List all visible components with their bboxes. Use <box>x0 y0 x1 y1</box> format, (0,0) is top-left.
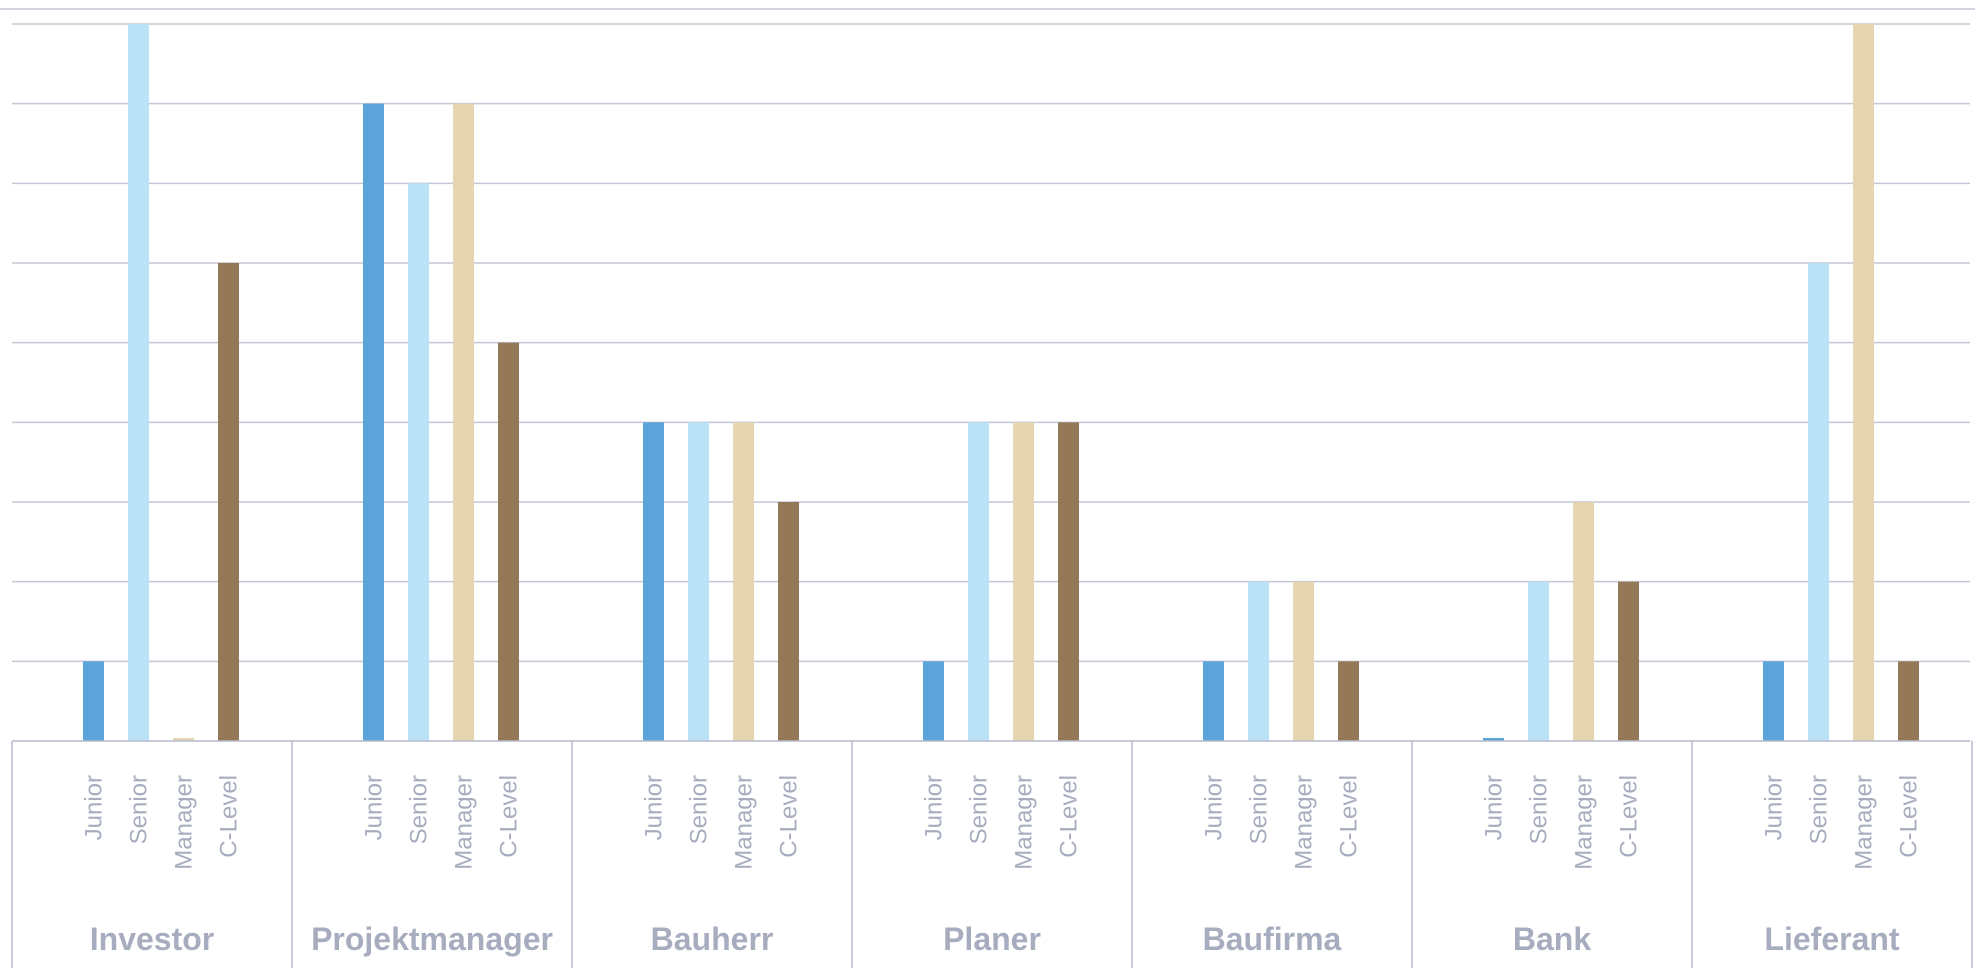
tick-label-planer-senior: Senior <box>966 775 993 844</box>
bar-baufirma-manager <box>1293 581 1314 741</box>
bar-planer-senior <box>968 422 989 741</box>
bar-bauherr-junior <box>643 422 664 741</box>
group-label-bank: Bank <box>1513 921 1591 957</box>
tick-label-bank-c-level: C-Level <box>1616 775 1643 858</box>
tick-label-lieferant-senior: Senior <box>1806 775 1833 844</box>
tick-label-planer-manager: Manager <box>1011 775 1038 870</box>
group-label-investor: Investor <box>90 921 214 957</box>
bar-bank-junior <box>1483 738 1504 741</box>
tick-label-investor-c-level: C-Level <box>216 775 243 858</box>
group-label-lieferant: Lieferant <box>1764 921 1899 957</box>
group-label-planer: Planer <box>943 921 1041 957</box>
tick-label-bauherr-junior: Junior <box>641 775 668 840</box>
tick-label-bauherr-c-level: C-Level <box>776 775 803 858</box>
tick-label-baufirma-junior: Junior <box>1201 775 1228 840</box>
gridlines <box>0 8 1975 663</box>
tick-label-projektmanager-senior: Senior <box>406 775 433 844</box>
axis-labels: Junior Senior Manager C-Level Investor Junior… <box>81 775 1923 957</box>
tick-label-investor-senior: Senior <box>126 775 153 844</box>
tick-label-bank-senior: Senior <box>1526 775 1553 844</box>
bar-planer-c-level <box>1058 422 1079 741</box>
tick-label-bank-manager: Manager <box>1571 775 1598 870</box>
tick-label-lieferant-junior: Junior <box>1761 775 1788 840</box>
bar-lieferant-manager <box>1853 24 1874 741</box>
group-label-bauherr: Bauherr <box>651 921 774 957</box>
bar-baufirma-c-level <box>1338 661 1359 741</box>
tick-label-bauherr-senior: Senior <box>686 775 713 844</box>
bar-bauherr-manager <box>733 422 754 741</box>
bar-investor-manager <box>173 738 194 741</box>
bar-baufirma-senior <box>1248 581 1269 741</box>
bar-bank-senior <box>1528 581 1549 741</box>
tick-label-projektmanager-c-level: C-Level <box>496 775 523 858</box>
bar-projektmanager-senior <box>408 183 429 742</box>
tick-label-planer-junior: Junior <box>921 775 948 840</box>
bar-bauherr-c-level <box>778 502 799 741</box>
bar-projektmanager-manager <box>453 103 474 741</box>
bar-lieferant-junior <box>1763 661 1784 741</box>
tick-label-baufirma-manager: Manager <box>1291 775 1318 870</box>
bar-planer-manager <box>1013 422 1034 741</box>
bars <box>83 24 1919 742</box>
tick-label-lieferant-manager: Manager <box>1851 775 1878 870</box>
bar-lieferant-c-level <box>1898 661 1919 741</box>
bar-investor-senior <box>128 24 149 741</box>
tick-label-projektmanager-manager: Manager <box>451 775 478 870</box>
tick-label-bank-junior: Junior <box>1481 775 1508 840</box>
group-label-baufirma: Baufirma <box>1203 921 1342 957</box>
bar-baufirma-junior <box>1203 661 1224 741</box>
tick-label-baufirma-senior: Senior <box>1246 775 1273 844</box>
tick-label-planer-c-level: C-Level <box>1056 775 1083 858</box>
bar-projektmanager-c-level <box>498 342 519 741</box>
tick-label-baufirma-c-level: C-Level <box>1336 775 1363 858</box>
bar-lieferant-senior <box>1808 263 1829 741</box>
bar-projektmanager-junior <box>363 103 384 741</box>
tick-label-bauherr-manager: Manager <box>731 775 758 870</box>
bar-bauherr-senior <box>688 422 709 741</box>
tick-label-investor-junior: Junior <box>81 775 108 840</box>
group-label-projektmanager: Projektmanager <box>311 921 553 957</box>
tick-label-investor-manager: Manager <box>171 775 198 870</box>
tick-label-lieferant-c-level: C-Level <box>1896 775 1923 858</box>
bar-bank-c-level <box>1618 581 1639 741</box>
tick-label-projektmanager-junior: Junior <box>361 775 388 840</box>
bar-bank-manager <box>1573 502 1594 741</box>
bar-investor-junior <box>83 661 104 741</box>
bar-investor-c-level <box>218 263 239 741</box>
bar-planer-junior <box>923 661 944 741</box>
category-axis <box>11 740 1973 968</box>
